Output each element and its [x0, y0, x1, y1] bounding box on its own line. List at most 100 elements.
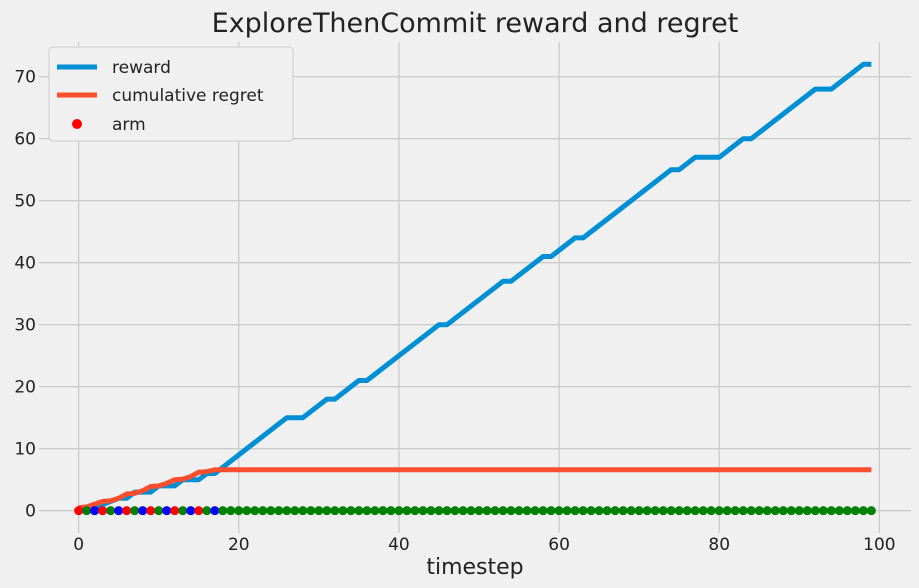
scatter-point-arm — [298, 506, 308, 516]
scatter-point-arm — [106, 506, 116, 516]
y-tick-label: 40 — [14, 254, 36, 274]
scatter-point-arm — [778, 506, 788, 516]
scatter-point-arm — [586, 506, 596, 516]
tick-labels: 0 20 40 60 80 100 0 10 20 30 40 50 60 70 — [14, 68, 895, 555]
scatter-point-arm — [250, 506, 260, 516]
scatter-point-arm — [834, 506, 844, 516]
series-layer — [74, 61, 876, 516]
scatter-point-arm — [402, 506, 412, 516]
scatter-point-arm — [194, 506, 204, 516]
scatter-point-arm — [154, 506, 164, 516]
scatter-point-arm — [482, 506, 492, 516]
scatter-point-arm — [730, 506, 740, 516]
scatter-point-arm — [186, 506, 196, 516]
scatter-point-arm — [410, 506, 420, 516]
scatter-point-arm — [386, 506, 396, 516]
scatter-point-arm — [786, 506, 796, 516]
scatter-point-arm — [210, 506, 220, 516]
scatter-point-arm — [666, 506, 676, 516]
scatter-point-arm — [322, 506, 332, 516]
scatter-point-arm — [618, 506, 628, 516]
y-tick-label: 50 — [14, 192, 36, 212]
scatter-point-arm — [218, 506, 228, 516]
scatter-point-arm — [90, 506, 100, 516]
scatter-point-arm — [818, 506, 828, 516]
scatter-point-arm — [474, 506, 484, 516]
scatter-point-arm — [506, 506, 516, 516]
scatter-point-arm — [362, 506, 372, 516]
scatter-point-arm — [642, 506, 652, 516]
scatter-point-arm — [170, 506, 180, 516]
scatter-point-arm — [370, 506, 380, 516]
x-tick-label: 80 — [708, 535, 730, 555]
scatter-point-arm — [514, 506, 524, 516]
scatter-point-arm — [434, 506, 444, 516]
scatter-point-arm — [754, 506, 764, 516]
scatter-point-arm — [858, 506, 868, 516]
scatter-point-arm — [330, 506, 340, 516]
legend-frame — [48, 46, 294, 142]
scatter-point-arm — [546, 506, 556, 516]
scatter-point-arm — [442, 506, 452, 516]
series-line-cumulative-regret — [78, 467, 872, 511]
scatter-point-arm — [122, 506, 132, 516]
scatter-point-arm — [498, 506, 508, 516]
scatter-point-arm — [314, 506, 324, 516]
x-tick-label: 0 — [73, 535, 84, 555]
x-tick-label: 20 — [228, 535, 250, 555]
scatter-point-arm — [162, 506, 172, 516]
scatter-point-arm — [722, 506, 732, 516]
scatter-point-arm — [634, 506, 644, 516]
scatter-point-arm — [490, 506, 500, 516]
scatter-point-arm — [98, 506, 108, 516]
scatter-point-arm — [538, 506, 548, 516]
y-tick-label: 20 — [14, 378, 36, 398]
scatter-point-arm — [258, 506, 268, 516]
scatter-point-arm — [682, 506, 692, 516]
y-tick-label: 30 — [14, 316, 36, 336]
scatter-point-arm — [74, 506, 84, 516]
legend-label-cumulative-regret: cumulative regret — [112, 86, 264, 106]
scatter-point-arm — [602, 506, 612, 516]
scatter-point-arm — [850, 506, 860, 516]
scatter-point-arm — [274, 506, 284, 516]
scatter-point-arm — [698, 506, 708, 516]
y-tick-label: 60 — [14, 130, 36, 150]
scatter-point-arm — [570, 506, 580, 516]
scatter-point-arm — [746, 506, 756, 516]
scatter-point-arm — [346, 506, 356, 516]
x-tick-label: 100 — [863, 535, 895, 555]
x-axis-label: timestep — [426, 555, 523, 580]
scatter-point-arm — [578, 506, 588, 516]
legend: reward cumulative regret arm — [48, 46, 294, 142]
scatter-point-arm — [658, 506, 668, 516]
scatter-point-arm — [554, 506, 564, 516]
scatter-point-arm — [522, 506, 532, 516]
scatter-point-arm — [138, 506, 148, 516]
grid-layer — [39, 42, 911, 533]
scatter-point-arm — [802, 506, 812, 516]
scatter-point-arm — [282, 506, 292, 516]
legend-swatch-arm — [72, 119, 82, 129]
scatter-point-arm — [842, 506, 852, 516]
scatter-point-arm — [466, 506, 476, 516]
scatter-point-arm — [426, 506, 436, 516]
scatter-point-arm — [226, 506, 236, 516]
scatter-point-arm — [290, 506, 300, 516]
scatter-point-arm — [266, 506, 276, 516]
scatter-point-arm — [794, 506, 804, 516]
scatter-point-arm — [306, 506, 316, 516]
x-tick-label: 60 — [548, 535, 570, 555]
scatter-point-arm — [674, 506, 684, 516]
scatter-point-arm — [762, 506, 772, 516]
legend-label-arm: arm — [112, 115, 146, 135]
scatter-point-arm — [706, 506, 716, 516]
y-tick-label: 10 — [14, 440, 36, 460]
chart-title: ExploreThenCommit reward and regret — [212, 8, 739, 39]
scatter-point-arm — [202, 506, 212, 516]
scatter-point-arm — [394, 506, 404, 516]
scatter-point-arm — [866, 506, 876, 516]
scatter-point-arm — [810, 506, 820, 516]
